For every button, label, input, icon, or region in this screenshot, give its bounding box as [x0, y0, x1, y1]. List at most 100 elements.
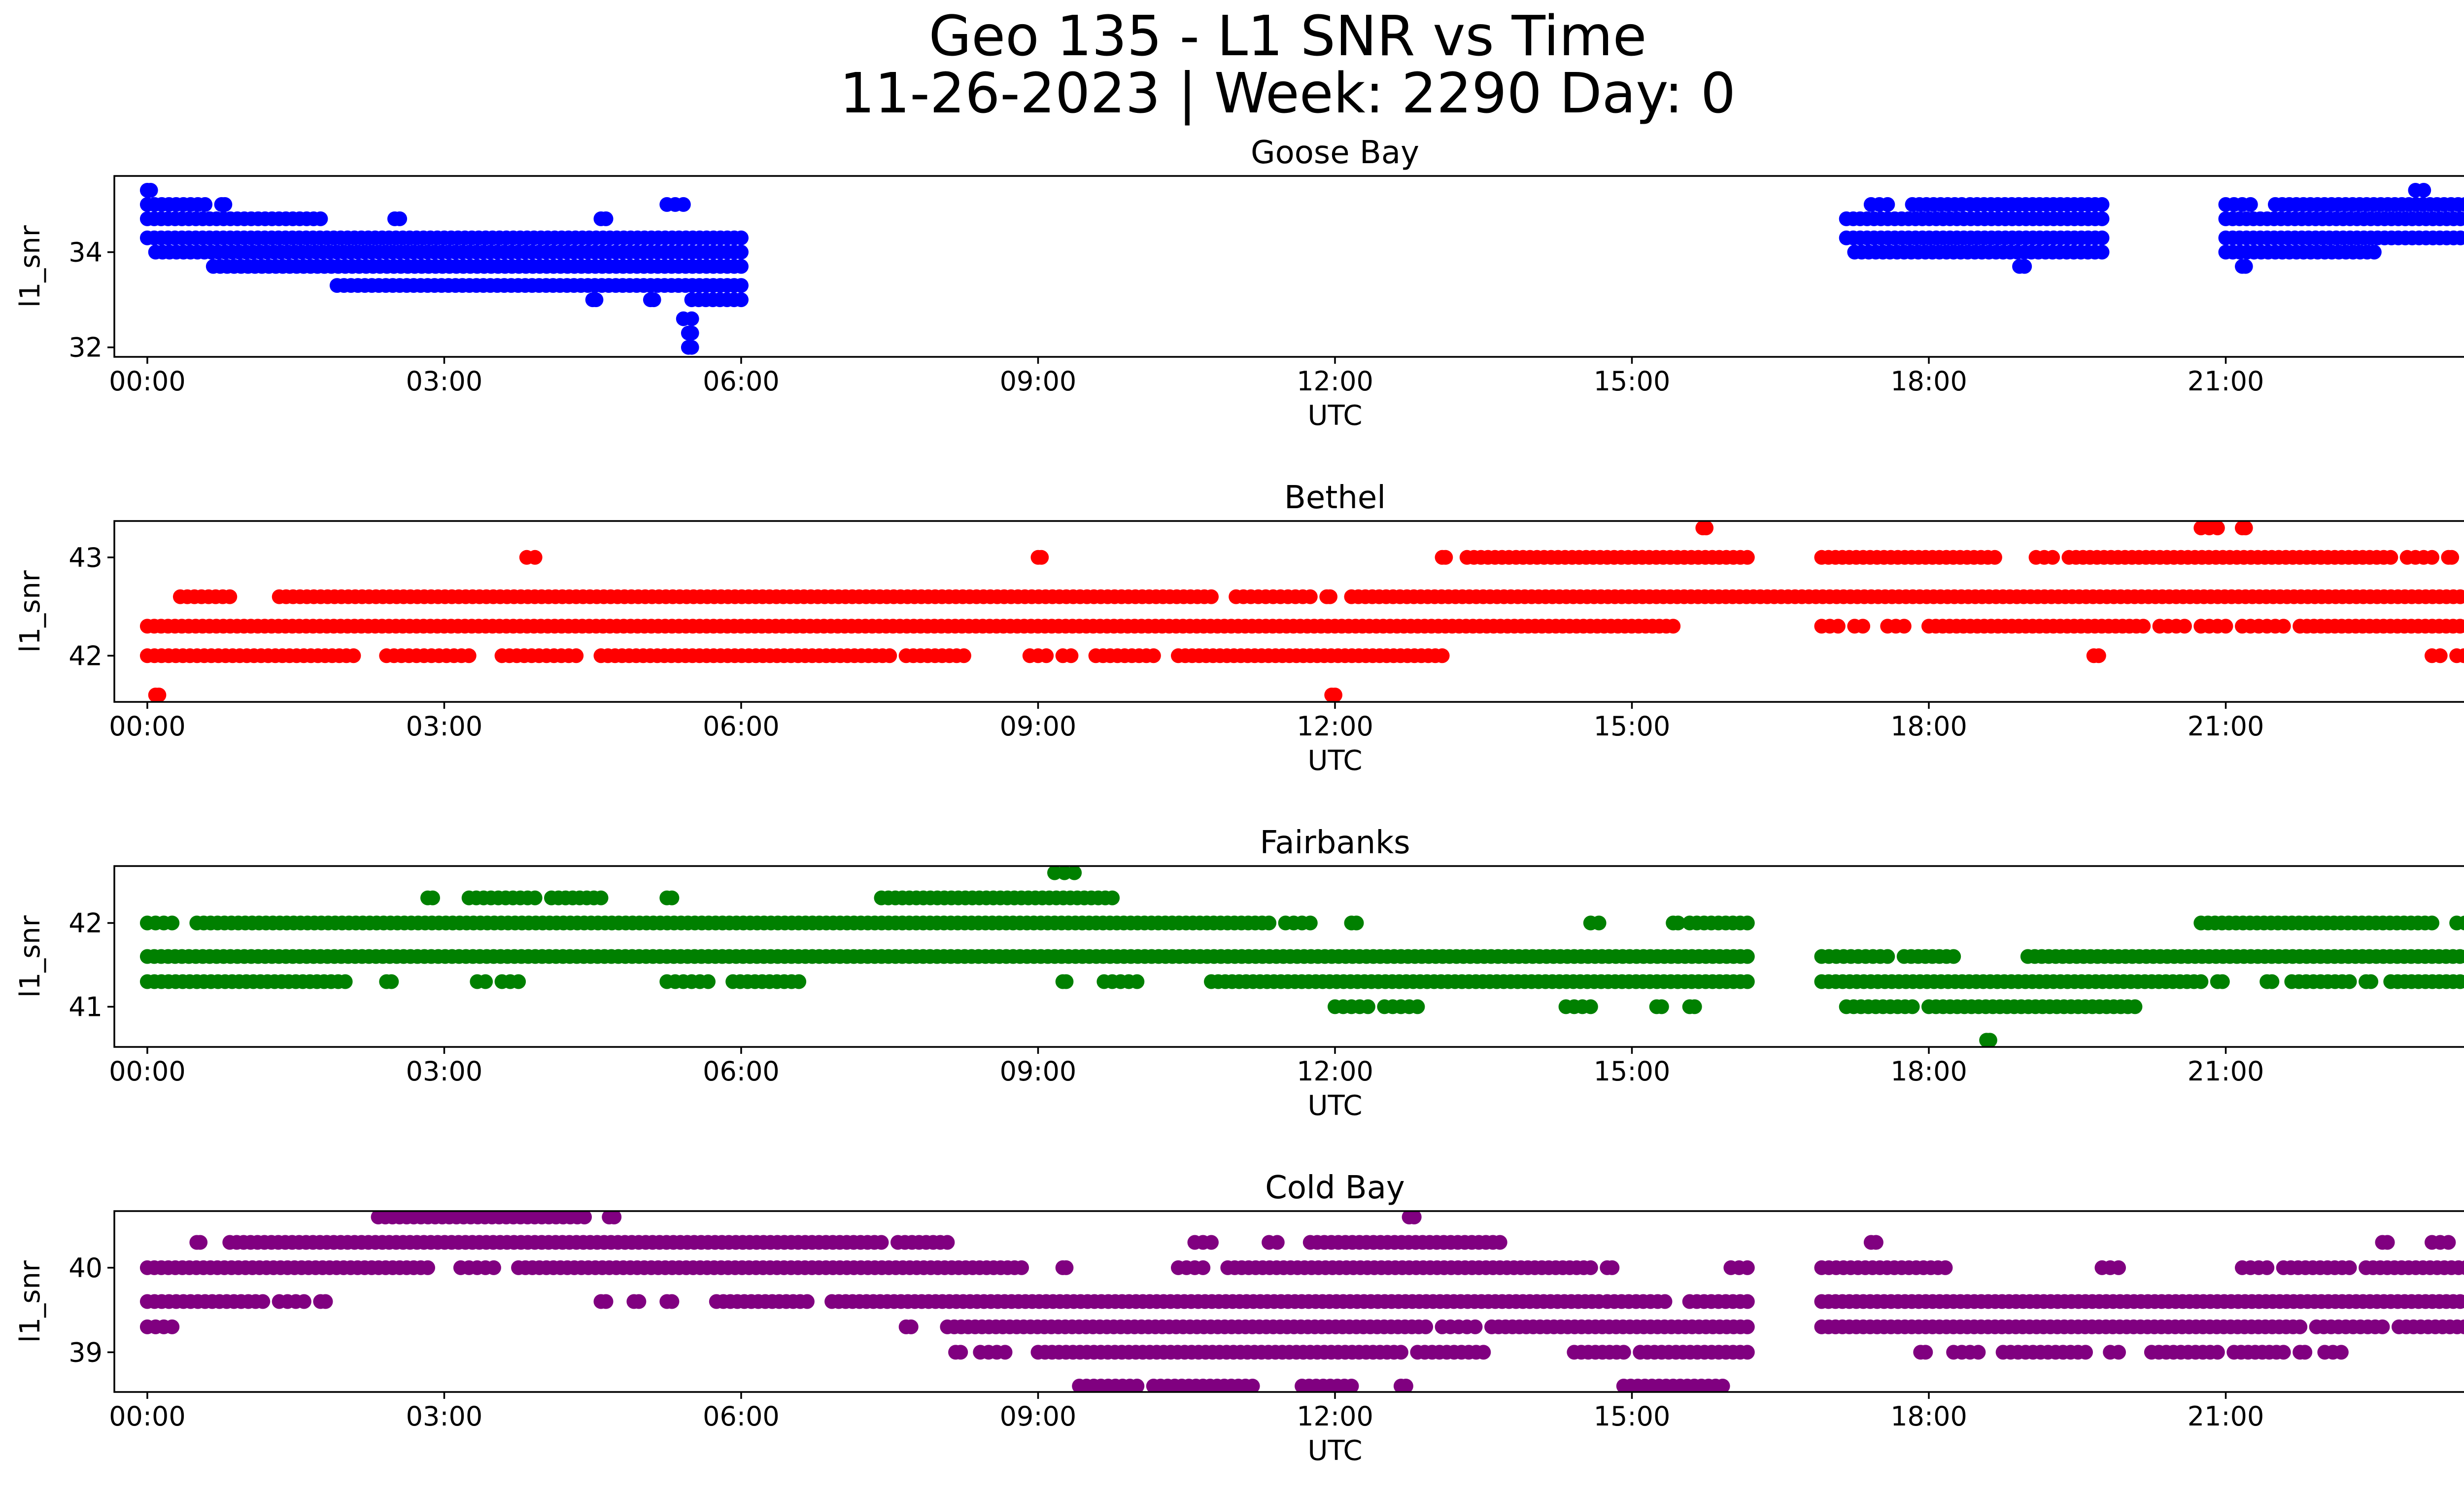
y-tick-label: 32	[68, 332, 103, 363]
x-tick-label: 12:00	[1297, 366, 1373, 397]
data-point	[2444, 550, 2460, 565]
data-point	[1406, 1211, 1422, 1224]
data-point	[1204, 1235, 1219, 1250]
data-point	[1398, 1379, 1413, 1392]
x-tick-label: 21:00	[2188, 1056, 2264, 1087]
x-tick-label: 00:00	[109, 711, 186, 742]
data-point	[1418, 1319, 1434, 1334]
y-tick-label: 39	[68, 1337, 103, 1368]
data-point	[1687, 999, 1702, 1014]
data-point	[392, 211, 408, 226]
data-point	[2276, 1345, 2291, 1360]
data-point	[486, 1260, 501, 1275]
data-point	[1328, 688, 1342, 702]
data-point	[527, 550, 543, 565]
data-point	[1039, 648, 1054, 663]
data-point	[1880, 197, 1895, 212]
axes-title: Goose Bay	[1251, 135, 1419, 171]
data-point	[2441, 1235, 2456, 1250]
data-point	[255, 1294, 271, 1309]
x-tick-label: 18:00	[1890, 1401, 1967, 1432]
data-point	[956, 648, 971, 663]
data-point	[2111, 1345, 2126, 1360]
data-point	[425, 890, 440, 905]
data-point	[1583, 999, 1598, 1014]
data-point	[1476, 1345, 1491, 1360]
data-point	[1262, 915, 1277, 931]
x-tick-label: 12:00	[1297, 1401, 1373, 1432]
data-point	[598, 1294, 614, 1309]
data-point	[882, 648, 897, 663]
x-tick-label: 18:00	[1890, 711, 1967, 742]
x-tick-label: 15:00	[1594, 1401, 1671, 1432]
x-tick-label: 03:00	[406, 1401, 483, 1432]
data-point	[2460, 590, 2464, 604]
data-point	[1987, 550, 2002, 565]
subplot-1: Bethel 00:00 03:00 06:00 09:00 12:00 15:00 18:0…	[14, 480, 2464, 777]
data-point	[2425, 550, 2439, 565]
data-point	[2457, 648, 2464, 663]
scatter-series	[139, 183, 2464, 355]
data-point	[569, 648, 584, 663]
data-point	[1204, 589, 1219, 604]
data-point	[734, 244, 749, 260]
data-point	[1129, 974, 1145, 989]
data-point	[2193, 974, 2209, 989]
x-axis-label: UTC	[1307, 1090, 1362, 1122]
data-point	[1323, 589, 1337, 604]
x-tick-label: 15:00	[1594, 1056, 1671, 1087]
data-point	[2366, 244, 2382, 260]
data-point	[2238, 521, 2253, 535]
data-point	[2238, 259, 2253, 274]
subplot-2: Fairbanks 00:00 03:00 06:00 09:00 12:00 15:00 1…	[14, 825, 2464, 1122]
x-tick-label: 21:00	[2188, 1401, 2264, 1432]
data-point	[684, 311, 699, 326]
data-point	[1740, 949, 1755, 964]
data-point	[1196, 1260, 1211, 1275]
x-tick-label: 18:00	[1890, 1056, 1967, 1087]
data-point	[598, 211, 614, 226]
x-tick-label: 06:00	[703, 366, 780, 397]
x-tick-label: 21:00	[2188, 366, 2264, 397]
data-point	[940, 1235, 955, 1250]
data-point	[1146, 648, 1161, 663]
data-point	[1938, 1260, 1953, 1275]
data-point	[1360, 999, 1375, 1014]
data-point	[1591, 915, 1607, 931]
x-tick-label: 09:00	[1000, 1056, 1077, 1087]
data-point	[577, 1211, 592, 1224]
x-tick-label: 06:00	[703, 1401, 780, 1432]
x-axis-label: UTC	[1307, 400, 1362, 432]
data-point	[1349, 915, 1364, 931]
data-point	[1918, 1345, 1933, 1360]
data-point	[1699, 521, 1714, 535]
data-point	[2342, 1260, 2357, 1275]
data-point	[1245, 1379, 1260, 1392]
data-point	[1946, 949, 1961, 964]
data-point	[1605, 1260, 1620, 1275]
data-point	[1344, 1379, 1359, 1392]
data-point	[1715, 1379, 1730, 1392]
data-point	[1971, 1345, 1986, 1360]
data-point	[701, 974, 716, 989]
data-point	[1034, 550, 1049, 565]
data-point	[313, 211, 328, 226]
data-point	[1014, 1260, 1029, 1275]
data-point	[2297, 1345, 2313, 1360]
x-tick-label: 21:00	[2188, 711, 2264, 742]
data-point	[165, 1319, 180, 1334]
data-point	[1302, 589, 1318, 604]
y-tick-label: 42	[68, 640, 103, 671]
data-point	[2460, 212, 2464, 226]
data-point	[2425, 915, 2439, 931]
data-point	[2091, 648, 2106, 663]
data-point	[1302, 915, 1318, 931]
x-tick-label: 03:00	[406, 711, 483, 742]
data-point	[2457, 1319, 2464, 1334]
data-point	[1855, 619, 1871, 634]
data-point	[1269, 1235, 1285, 1250]
data-point	[2078, 1345, 2093, 1360]
data-point	[1740, 1345, 1755, 1360]
data-point	[684, 340, 699, 355]
scatter-series	[139, 521, 2464, 702]
